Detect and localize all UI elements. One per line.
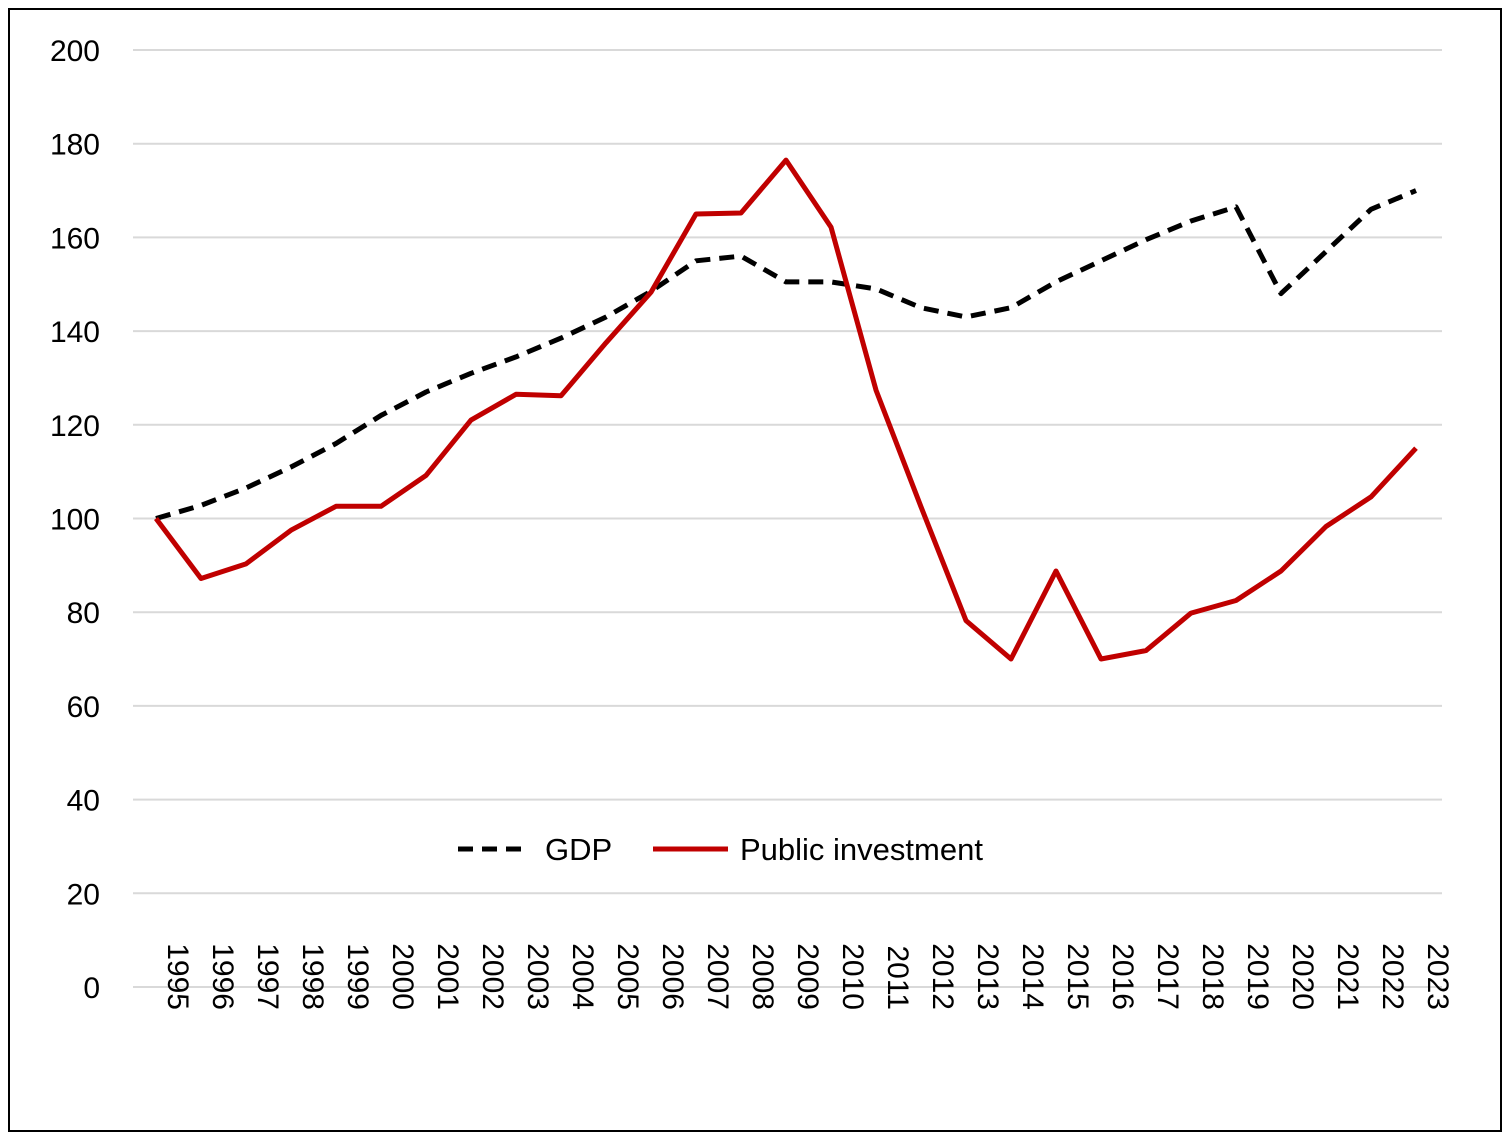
x-tick-label: 2017	[1151, 943, 1184, 1010]
x-tick-label: 2012	[926, 943, 959, 1010]
x-tick-label: 2007	[701, 943, 734, 1010]
y-tick-label: 180	[50, 129, 100, 162]
legend-label: GDP	[545, 832, 612, 867]
x-tick-label: 2001	[431, 943, 464, 1010]
x-tick-label: 1997	[251, 943, 284, 1010]
x-tick-label: 2022	[1376, 943, 1409, 1010]
x-tick-label: 2013	[971, 943, 1004, 1010]
y-axis-ticks: 0 20 40 60 80 100 120 140 160 180 200	[50, 35, 100, 1005]
y-tick-label: 40	[67, 785, 100, 818]
x-tick-label: 2016	[1106, 943, 1139, 1010]
y-tick-label: 140	[50, 316, 100, 349]
legend-label: Public investment	[740, 832, 983, 867]
x-tick-label: 2019	[1241, 943, 1274, 1010]
x-tick-label: 2023	[1421, 943, 1454, 1010]
x-tick-label: 1999	[341, 943, 374, 1010]
x-tick-label: 1996	[206, 943, 239, 1010]
x-tick-label: 2009	[791, 943, 824, 1010]
x-tick-label: 2018	[1196, 943, 1229, 1010]
x-axis-ticks: 1995 1996 1997 1998 1999 2000 2001 2002 2003 2004…	[161, 943, 1454, 1010]
y-tick-label: 80	[67, 597, 100, 630]
x-tick-label: 1995	[161, 943, 194, 1010]
series-line-public-investment	[154, 157, 1418, 662]
x-tick-label: 2011	[881, 945, 914, 1010]
series-lines	[154, 157, 1418, 662]
y-tick-label: 60	[67, 691, 100, 724]
series-line-gdp	[155, 188, 1417, 521]
y-tick-label: 100	[50, 504, 100, 537]
x-tick-label: 2021	[1331, 943, 1364, 1010]
y-tick-label: 120	[50, 410, 100, 443]
x-tick-label: 2005	[611, 943, 644, 1010]
legend: GDP Public investment	[458, 832, 983, 867]
x-tick-label: 2000	[386, 943, 419, 1010]
x-tick-label: 2003	[521, 943, 554, 1010]
x-tick-label: 2020	[1286, 943, 1319, 1010]
x-tick-label: 2015	[1061, 943, 1094, 1010]
y-tick-label: 0	[83, 972, 100, 1005]
x-tick-label: 1998	[296, 943, 329, 1010]
x-tick-label: 2004	[566, 943, 599, 1010]
y-tick-label: 160	[50, 222, 100, 255]
x-tick-label: 2006	[656, 943, 689, 1010]
x-tick-label: 2008	[746, 943, 779, 1010]
gridlines	[133, 49, 1442, 988]
y-tick-label: 20	[67, 878, 100, 911]
x-tick-label: 2002	[476, 943, 509, 1010]
x-tick-label: 2010	[836, 943, 869, 1010]
x-tick-label: 2014	[1016, 943, 1049, 1010]
y-tick-label: 200	[50, 35, 100, 68]
